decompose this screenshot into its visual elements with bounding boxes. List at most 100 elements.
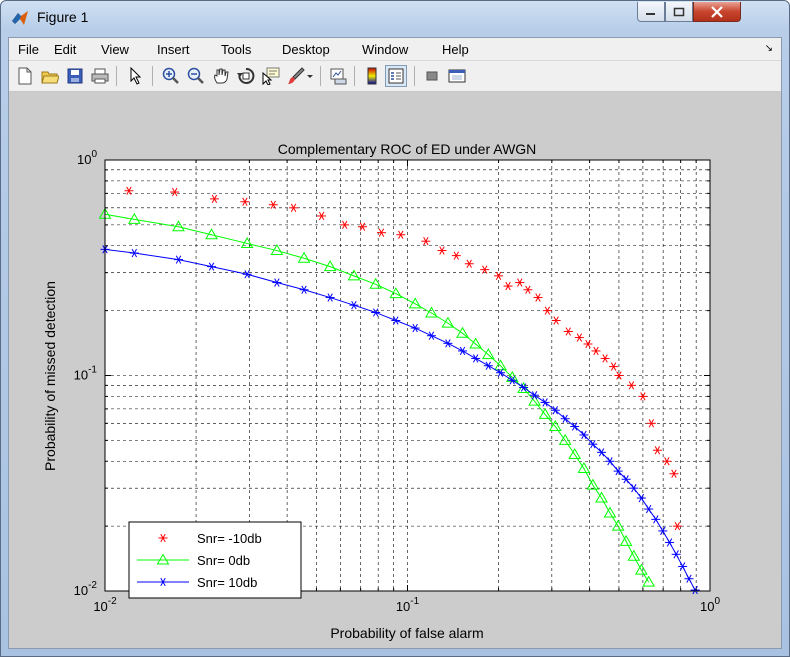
data-point bbox=[563, 327, 573, 336]
data-point bbox=[443, 339, 453, 348]
hide-plot-tools-icon bbox=[426, 71, 438, 81]
data-point bbox=[349, 301, 359, 310]
data-point bbox=[317, 211, 327, 221]
menu-view[interactable]: View bbox=[101, 42, 129, 57]
data-cursor-icon bbox=[262, 67, 280, 85]
matlab-icon bbox=[12, 11, 28, 25]
data-point bbox=[371, 308, 381, 317]
minimize-icon bbox=[646, 12, 655, 15]
y-axis-label: Probability of missed detection bbox=[42, 281, 58, 471]
data-point bbox=[577, 462, 591, 474]
print-button[interactable] bbox=[89, 65, 111, 87]
data-point bbox=[579, 430, 589, 440]
pan-button[interactable] bbox=[210, 65, 232, 87]
data-point bbox=[464, 259, 474, 268]
data-point bbox=[611, 519, 625, 531]
data-point bbox=[515, 278, 525, 287]
x-tick-label: 10-1 bbox=[396, 596, 420, 614]
legend-marker bbox=[158, 533, 168, 543]
menu-dock-arrow-icon[interactable]: ↘ bbox=[764, 43, 773, 54]
brush-button[interactable] bbox=[285, 65, 307, 87]
data-point bbox=[591, 346, 601, 356]
data-point bbox=[665, 538, 675, 547]
show-plot-tools-icon bbox=[448, 69, 466, 83]
link-plot-button[interactable] bbox=[327, 65, 349, 87]
menu-desktop[interactable]: Desktop bbox=[282, 42, 330, 57]
menu-window[interactable]: Window bbox=[362, 42, 409, 57]
data-point bbox=[626, 381, 636, 390]
data-point bbox=[494, 271, 504, 281]
minimize-button[interactable] bbox=[637, 2, 665, 22]
zoom-out-button[interactable] bbox=[185, 65, 207, 87]
data-point bbox=[483, 361, 493, 370]
series-line bbox=[104, 213, 650, 583]
data-point bbox=[347, 269, 361, 281]
data-point bbox=[358, 222, 368, 231]
rotate-3d-button[interactable] bbox=[235, 65, 257, 87]
legend-item[interactable]: Snr= 10db bbox=[137, 575, 257, 590]
data-point bbox=[646, 419, 656, 428]
data-point bbox=[421, 237, 431, 246]
new-figure-button[interactable] bbox=[14, 65, 36, 87]
legend-icon bbox=[388, 68, 404, 84]
colorbar-icon bbox=[367, 67, 377, 85]
x-axis-label: Probability of false alarm bbox=[330, 625, 483, 641]
data-point bbox=[542, 306, 552, 315]
data-point bbox=[289, 203, 299, 212]
data-point bbox=[129, 248, 139, 258]
data-point bbox=[507, 376, 517, 385]
menu-help[interactable]: Help bbox=[442, 42, 469, 57]
data-point bbox=[658, 526, 668, 536]
legend-item[interactable]: Snr= 0db bbox=[137, 553, 250, 568]
data-cursor-button[interactable] bbox=[260, 65, 282, 87]
data-point bbox=[205, 228, 218, 240]
tick-marks bbox=[104, 159, 711, 592]
legend[interactable]: Snr= -10db Snr= 0db Snr= 10db bbox=[128, 521, 302, 599]
menu-file[interactable]: File bbox=[18, 42, 39, 57]
data-point bbox=[560, 414, 570, 423]
maximize-button[interactable] bbox=[665, 2, 693, 22]
y-tick-label: 100 bbox=[77, 149, 97, 167]
title-bar[interactable]: Figure 1 bbox=[1, 1, 789, 35]
data-point bbox=[690, 585, 700, 595]
data-point bbox=[671, 550, 681, 559]
show-plot-tools-button[interactable] bbox=[446, 65, 468, 87]
open-file-icon bbox=[41, 71, 59, 84]
insert-legend-button[interactable] bbox=[385, 65, 407, 87]
data-point bbox=[170, 187, 180, 197]
menu-insert[interactable]: Insert bbox=[157, 42, 190, 57]
data-point bbox=[496, 368, 506, 377]
data-point bbox=[638, 392, 648, 401]
data-point bbox=[456, 326, 469, 338]
hide-plot-tools-button[interactable] bbox=[421, 65, 443, 87]
close-button[interactable] bbox=[693, 2, 741, 22]
save-button[interactable] bbox=[64, 65, 86, 87]
open-file-button[interactable] bbox=[39, 65, 61, 87]
menu-tools[interactable]: Tools bbox=[221, 42, 252, 57]
insert-colorbar-button[interactable] bbox=[361, 65, 383, 87]
data-point bbox=[410, 323, 420, 333]
roc-chart[interactable]: 10-2 10-1 100 10-2 10-1 100 Complementary ROC… bbox=[9, 92, 781, 648]
data-point bbox=[644, 504, 654, 514]
y-tick-label: 10-2 bbox=[74, 580, 98, 598]
legend-item[interactable]: Snr= -10db bbox=[158, 531, 262, 546]
menu-bar: File Edit View Insert Tools Desktop Wind… bbox=[9, 38, 781, 61]
data-point bbox=[425, 306, 438, 318]
data-point bbox=[272, 278, 282, 287]
data-point bbox=[586, 478, 600, 490]
data-point bbox=[325, 293, 335, 302]
data-point bbox=[540, 398, 550, 407]
series-0 bbox=[124, 186, 682, 531]
legend-label: Snr= 0db bbox=[197, 553, 250, 568]
brush-dropdown-button[interactable] bbox=[305, 65, 315, 87]
edit-plot-button[interactable] bbox=[125, 65, 147, 87]
data-point bbox=[672, 521, 682, 531]
zoom-out-icon bbox=[187, 67, 204, 84]
data-point bbox=[568, 447, 582, 459]
zoom-in-button[interactable] bbox=[160, 65, 182, 87]
legend-label: Snr= -10db bbox=[197, 531, 262, 546]
data-point bbox=[548, 419, 562, 431]
data-point bbox=[174, 255, 184, 264]
menu-edit[interactable]: Edit bbox=[54, 42, 77, 57]
plot-series bbox=[98, 186, 700, 595]
